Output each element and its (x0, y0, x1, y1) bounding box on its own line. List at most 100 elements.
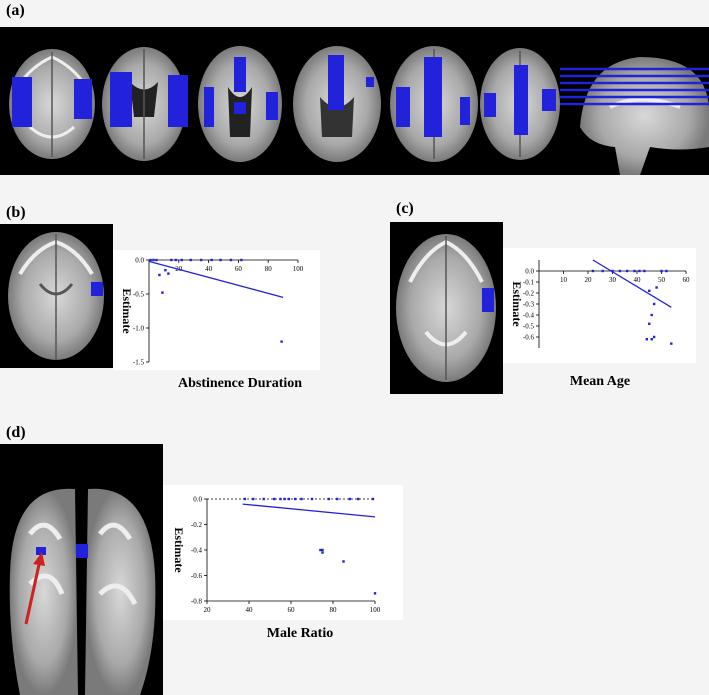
data-point (262, 497, 265, 501)
data-point (373, 592, 377, 595)
data-point (240, 258, 243, 262)
data-point (164, 269, 167, 272)
data-point (643, 269, 646, 273)
data-point (618, 269, 622, 273)
panel-label-c: (c) (396, 200, 414, 217)
data-point (180, 258, 183, 262)
panel-d-xlabel: Male Ratio (266, 626, 334, 641)
data-point (155, 258, 158, 262)
data-point (342, 560, 345, 563)
x-tick-label: 40 (634, 276, 642, 284)
data-point (665, 269, 668, 273)
data-point (650, 338, 653, 341)
axial-slice-3 (198, 46, 282, 162)
x-tick-label: 60 (288, 606, 296, 614)
data-point (321, 548, 324, 552)
axial-slices-strip (0, 27, 709, 175)
panel-d-brain-image (9, 488, 156, 695)
data-point (243, 497, 246, 501)
data-point (283, 497, 286, 501)
panel-c-brain-image (396, 234, 496, 382)
y-tick-label: -0.6 (191, 572, 203, 580)
data-point (638, 269, 641, 273)
data-point (158, 273, 161, 277)
panel-d-plot-svg: 0.0 -0.2 -0.4 -0.6 -0.820 40 60 80 100 Estimate (172, 496, 381, 615)
y-tick-label: -0.5 (523, 323, 535, 331)
data-point (229, 258, 233, 262)
data-point (650, 313, 653, 317)
data-point (161, 291, 164, 294)
regression-line (148, 260, 284, 299)
x-tick-label: 40 (246, 606, 254, 614)
axial-slice-6 (480, 48, 560, 160)
panel-label-a: (a) (6, 2, 25, 19)
data-point (287, 497, 291, 501)
x-tick-label: 20 (204, 606, 212, 614)
regression-line (242, 503, 376, 518)
data-point (648, 322, 651, 325)
panel-c-xlabel: Mean Age (569, 374, 631, 389)
data-point (652, 335, 656, 339)
panel-c-plot: 0.0 -0.1 -0.2 -0.3 -0.4 -0.5 -0.6 10 20 30 40 50 60 E… (503, 248, 696, 363)
data-point (252, 497, 255, 501)
data-point (189, 258, 192, 262)
data-point (152, 258, 155, 262)
data-point (294, 497, 297, 501)
y-tick-label: -0.1 (523, 279, 535, 287)
y-tick-label: 0.0 (135, 257, 144, 265)
panel-c-plot-svg: 0.0 -0.1 -0.2 -0.3 -0.4 -0.5 -0.6 10 20 30 40 50 60 E… (510, 259, 691, 348)
y-tick-label: -0.4 (191, 547, 203, 555)
data-point (348, 497, 351, 501)
data-point (321, 551, 324, 554)
data-point (300, 497, 303, 501)
axial-slice-2 (102, 47, 188, 161)
data-point (645, 338, 648, 341)
data-point (170, 258, 173, 262)
x-tick-label: 60 (683, 276, 691, 284)
data-point (319, 548, 322, 552)
data-point (633, 269, 636, 273)
axial-slice-5 (390, 46, 478, 162)
axial-slices-image (9, 46, 709, 175)
data-point (601, 269, 604, 273)
y-tick-label: -0.8 (191, 598, 203, 606)
x-tick-label: 30 (609, 276, 617, 284)
y-axis-label: Estimate (172, 527, 186, 573)
y-tick-label: -0.4 (523, 312, 535, 320)
data-point (280, 340, 283, 343)
panel-c-axial-slice (390, 222, 503, 394)
x-tick-label: 100 (293, 265, 304, 273)
data-point (279, 497, 282, 501)
data-point (149, 258, 152, 262)
panel-d-coronal-slice (0, 444, 163, 695)
sagittal-slice (560, 57, 709, 175)
x-tick-label: 80 (265, 265, 273, 273)
panel-label-d: (d) (6, 424, 26, 441)
data-point (210, 258, 213, 262)
panel-b-plot-svg: 0.0-0.5-1.0-1.520406080100Estimate (120, 257, 304, 367)
y-tick-label: -0.6 (523, 334, 535, 342)
y-tick-label: -0.5 (133, 291, 145, 299)
panel-b-xlabel: Abstinence Duration (177, 376, 303, 391)
panel-label-b: (b) (6, 204, 26, 221)
panel-b-plot: 0.0-0.5-1.0-1.520406080100Estimate (113, 250, 320, 370)
y-tick-label: -0.2 (523, 290, 535, 298)
data-point (611, 269, 614, 273)
data-point (591, 269, 595, 273)
data-point (199, 258, 203, 262)
data-point (327, 497, 330, 501)
data-point (357, 497, 360, 501)
axial-slice-4 (293, 46, 381, 162)
y-tick-label: -1.0 (133, 325, 145, 333)
y-tick-label: 0.0 (193, 496, 202, 504)
data-point (167, 272, 170, 275)
panel-d-plot: 0.0 -0.2 -0.4 -0.6 -0.8 20 40 60 80 100 Estimate (163, 485, 403, 620)
panel-b-brain-image (8, 232, 104, 360)
y-axis-label: Estimate (510, 281, 524, 327)
y-tick-label: -1.5 (133, 359, 145, 367)
data-point (273, 497, 276, 501)
data-point (660, 269, 663, 273)
data-point (219, 258, 222, 262)
panel-b-axial-slice (0, 224, 113, 368)
y-tick-label: -0.2 (191, 521, 203, 529)
